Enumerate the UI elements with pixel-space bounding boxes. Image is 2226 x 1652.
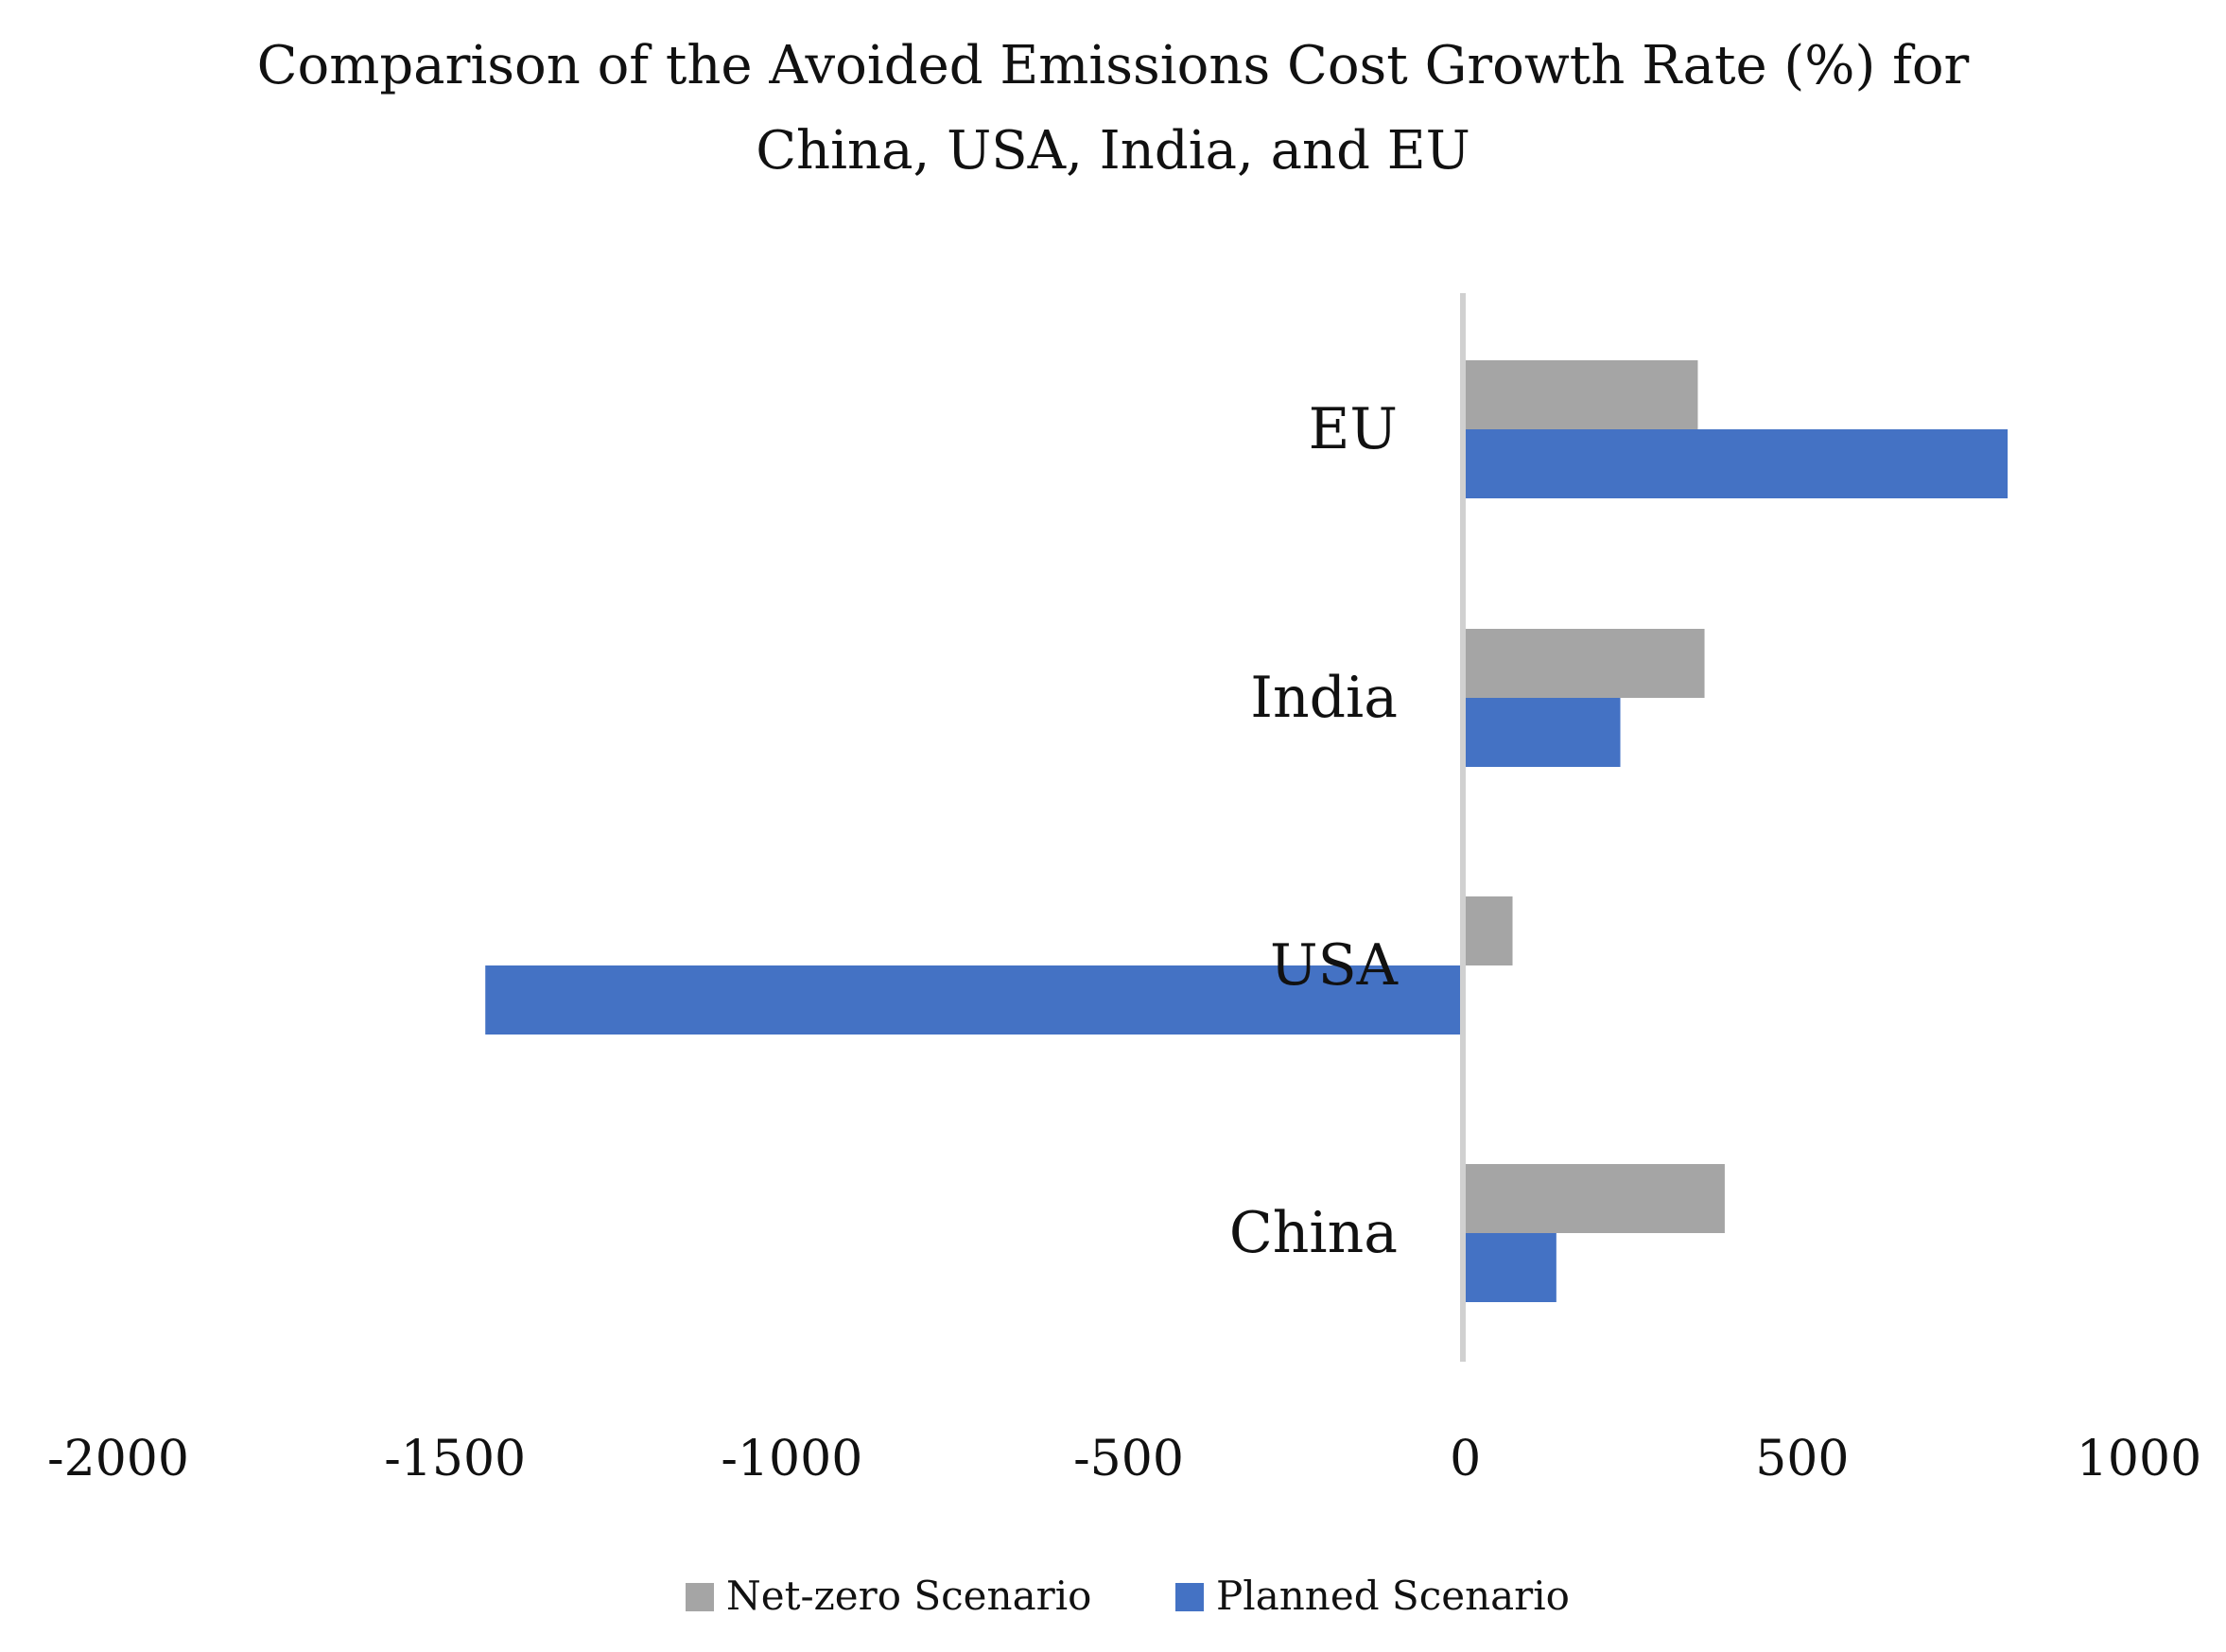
legend-swatch-net-zero-scenario: [686, 1583, 714, 1611]
bar-china-planned-scenario: [1465, 1233, 1556, 1302]
bar-usa-planned-scenario: [485, 965, 1466, 1035]
x-tick-label: -500: [1073, 1431, 1184, 1487]
bars-layer: [485, 360, 2009, 1302]
bar-eu-net-zero-scenario: [1465, 360, 1698, 429]
x-tick-label: 1000: [2077, 1431, 2201, 1487]
x-tick-label: -2000: [47, 1431, 189, 1487]
x-tick-label: -1500: [384, 1431, 526, 1487]
chart-title-line-1: Comparison of the Avoided Emissions Cost…: [257, 35, 1970, 96]
chart-title-line-2: China, USA, India, and EU: [756, 120, 1470, 182]
legend-label-net-zero-scenario: Net-zero Scenario: [726, 1573, 1091, 1619]
x-tick-label: 0: [1450, 1431, 1481, 1487]
x-axis-tick-labels: -2000 -1500 -1000 -500 0 500 1000: [47, 1431, 2201, 1487]
bar-usa-net-zero-scenario: [1465, 896, 1513, 965]
category-label-usa: USA: [1270, 932, 1399, 999]
category-labels: China USA India EU: [1229, 396, 1399, 1266]
category-label-eu: EU: [1309, 396, 1398, 462]
legend-swatch-planned-scenario: [1175, 1583, 1204, 1611]
bar-china-net-zero-scenario: [1465, 1164, 1725, 1233]
x-tick-label: -1000: [721, 1431, 862, 1487]
x-tick-label: 500: [1755, 1431, 1849, 1487]
category-label-india: India: [1250, 665, 1398, 731]
legend: Net-zero Scenario Planned Scenario: [686, 1573, 1570, 1619]
bar-eu-planned-scenario: [1465, 429, 2009, 498]
legend-label-planned-scenario: Planned Scenario: [1216, 1573, 1570, 1619]
bar-india-planned-scenario: [1465, 698, 1621, 767]
bar-india-net-zero-scenario: [1465, 629, 1705, 698]
category-label-china: China: [1229, 1200, 1398, 1266]
